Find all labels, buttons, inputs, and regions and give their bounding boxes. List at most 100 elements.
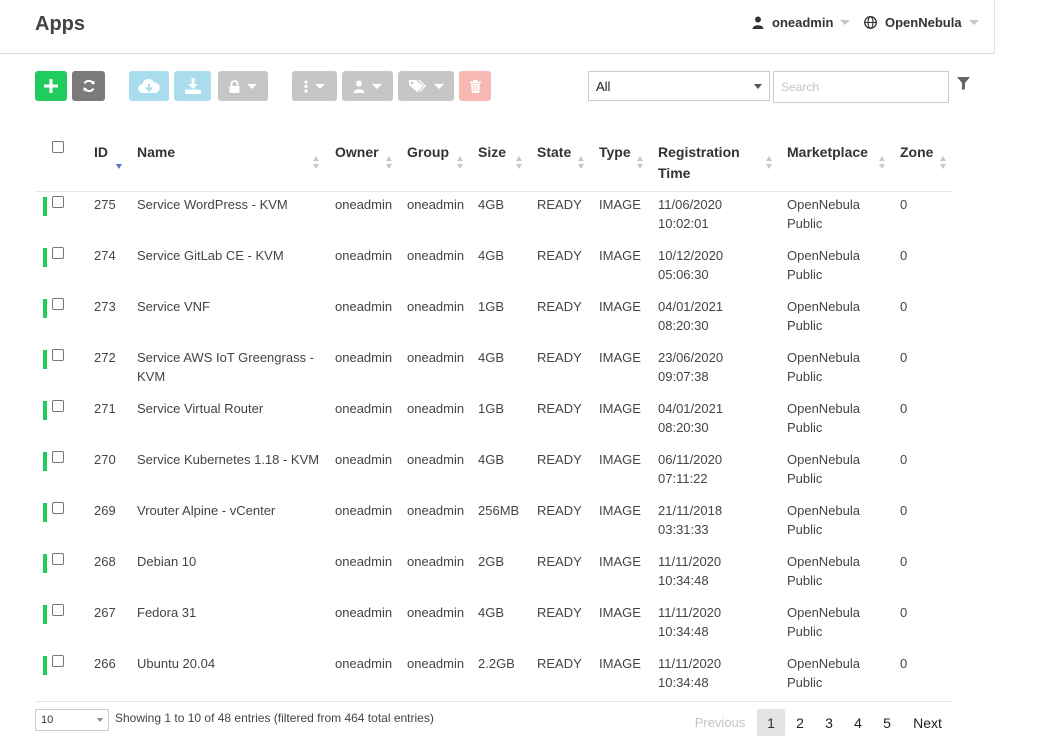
row-checkbox[interactable] (52, 655, 64, 667)
column-header-state[interactable]: State (537, 144, 572, 160)
cell-text: Service AWS IoT Greengrass - (137, 350, 315, 365)
cell-group: oneadmin (407, 299, 465, 314)
row-checkbox[interactable] (52, 451, 64, 463)
cell-text: 21/11/2018 (658, 503, 723, 518)
marketplace-filter-select[interactable]: All (588, 71, 770, 101)
cell-type: IMAGE (599, 248, 641, 263)
table-row[interactable]: 268 Debian 10 oneadmin oneadmin 2GB READ… (35, 549, 952, 600)
pagination-page-5[interactable]: 5 (883, 714, 891, 731)
cell-state: READY (537, 401, 582, 416)
row-checkbox[interactable] (52, 298, 64, 310)
table-row[interactable]: 273 Service VNF oneadmin oneadmin 1GB RE… (35, 294, 952, 345)
column-header-zone[interactable]: Zone (900, 144, 934, 160)
sort-icon (637, 156, 644, 169)
cell-text: 23/06/2020 (658, 350, 724, 365)
cell-marketplace: OpenNebula Public (787, 552, 860, 590)
cell-text: 11/06/2020 (658, 197, 723, 212)
cell-text: 09:07:38 (658, 369, 709, 384)
cell-text: 06/11/2020 (658, 452, 723, 467)
cell-state: READY (537, 605, 582, 620)
cell-marketplace: OpenNebula Public (787, 654, 860, 692)
cell-group: oneadmin (407, 350, 465, 365)
table-row[interactable]: 270 Service Kubernetes 1.18 - KVM oneadm… (35, 447, 952, 498)
download-cloud-button[interactable] (129, 71, 169, 101)
column-header-type[interactable]: Type (599, 144, 631, 160)
cell-registration-time: 21/11/2018 03:31:33 (658, 501, 722, 539)
cell-size: 2.2GB (478, 656, 515, 671)
cell-id: 270 (94, 452, 116, 467)
row-checkbox[interactable] (52, 196, 64, 208)
search-input[interactable] (773, 71, 949, 103)
row-checkbox[interactable] (52, 247, 64, 259)
select-all-checkbox[interactable] (52, 141, 64, 153)
user-menu[interactable]: oneadmin (752, 15, 851, 30)
pagination-page-3[interactable]: 3 (825, 714, 833, 731)
chevron-down-icon (433, 83, 444, 89)
ownership-button[interactable] (342, 71, 393, 101)
cell-name: Ubuntu 20.04 (137, 654, 322, 673)
lock-icon (229, 79, 240, 93)
sort-icon (879, 156, 886, 169)
table-row[interactable]: 267 Fedora 31 oneadmin oneadmin 4GB READ… (35, 600, 952, 651)
cell-zone: 0 (900, 656, 908, 671)
cell-type: IMAGE (599, 299, 641, 314)
pagination-page-2[interactable]: 2 (796, 714, 804, 731)
table-row[interactable]: 269 Vrouter Alpine - vCenter oneadmin on… (35, 498, 952, 549)
pagination-page-1[interactable]: 1 (757, 709, 785, 736)
cell-owner: oneadmin (335, 605, 393, 620)
cell-zone: 0 (900, 605, 908, 620)
create-button[interactable] (35, 71, 67, 101)
plus-icon (44, 79, 58, 93)
cell-text: Service GitLab CE - KVM (137, 248, 284, 263)
lock-menu-button[interactable] (218, 71, 268, 101)
table-row[interactable]: 266 Ubuntu 20.04 oneadmin oneadmin 2.2GB… (35, 651, 952, 702)
export-button[interactable] (174, 71, 211, 101)
cell-size: 4GB (478, 248, 505, 263)
cell-zone: 0 (900, 503, 908, 518)
cell-registration-time: 11/11/2020 10:34:48 (658, 654, 721, 692)
cell-text: Fedora 31 (137, 605, 197, 620)
pagination-page-4[interactable]: 4 (854, 714, 862, 731)
labels-button[interactable] (398, 71, 454, 101)
cell-group: oneadmin (407, 656, 465, 671)
table-row[interactable]: 271 Service Virtual Router oneadmin onea… (35, 396, 952, 447)
row-checkbox[interactable] (52, 349, 64, 361)
cell-group: oneadmin (407, 401, 465, 416)
row-checkbox[interactable] (52, 502, 64, 514)
more-actions-button[interactable] (292, 71, 337, 101)
cell-owner: oneadmin (335, 656, 393, 671)
cell-registration-time: 11/11/2020 10:34:48 (658, 552, 721, 590)
column-header-marketplace[interactable]: Marketplace (787, 144, 868, 160)
page-length-select[interactable]: 10 (35, 709, 109, 731)
cell-text: OpenNebula (787, 605, 860, 620)
column-header-owner[interactable]: Owner (335, 144, 379, 160)
column-header-name[interactable]: Name (137, 144, 176, 160)
row-checkbox[interactable] (52, 553, 64, 565)
delete-button[interactable] (459, 71, 491, 101)
column-header-size[interactable]: Size (478, 144, 507, 160)
chevron-down-icon (840, 20, 851, 25)
column-header-registration-time[interactable]: Registration Time (658, 144, 740, 181)
footer-divider (35, 701, 952, 702)
table-info: Showing 1 to 10 of 48 entries (filtered … (115, 711, 434, 725)
refresh-button[interactable] (72, 71, 105, 101)
table-row[interactable]: 272 Service AWS IoT Greengrass - KVM onea… (35, 345, 952, 396)
row-checkbox[interactable] (52, 604, 64, 616)
page-title: Apps (35, 13, 85, 35)
pagination-next[interactable]: Next (913, 714, 942, 731)
filter-icon[interactable] (957, 77, 970, 90)
sort-icon (457, 156, 464, 169)
cell-zone: 0 (900, 350, 908, 365)
filter-select-value: All (596, 78, 611, 94)
cell-type: IMAGE (599, 605, 641, 620)
zone-menu[interactable]: OpenNebula (864, 15, 979, 30)
sort-icon (766, 156, 773, 169)
column-header-group[interactable]: Group (407, 144, 449, 160)
table-row[interactable]: 274 Service GitLab CE - KVM oneadmin one… (35, 243, 952, 294)
table-row[interactable]: 275 Service WordPress - KVM oneadmin one… (35, 192, 952, 243)
pagination-previous[interactable]: Previous (694, 715, 746, 730)
status-indicator (43, 248, 47, 267)
column-header-id[interactable]: ID (94, 144, 108, 160)
user-icon (353, 80, 365, 93)
row-checkbox[interactable] (52, 400, 64, 412)
